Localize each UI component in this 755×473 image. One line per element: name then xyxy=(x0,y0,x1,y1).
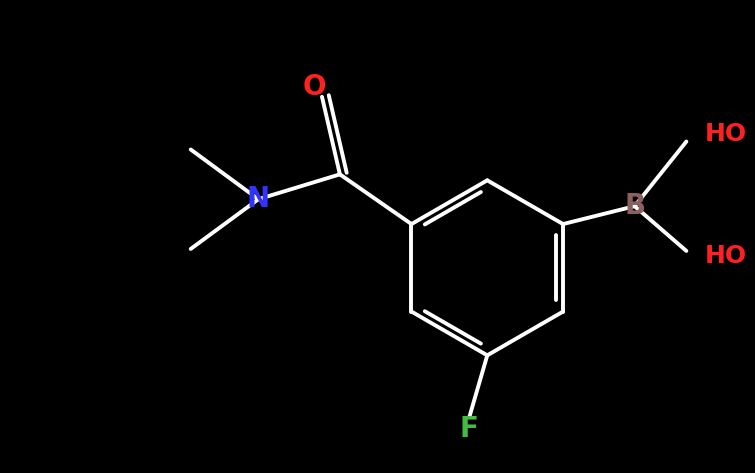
Text: O: O xyxy=(302,73,325,101)
Text: B: B xyxy=(624,192,646,220)
Text: N: N xyxy=(247,185,270,213)
Text: HO: HO xyxy=(704,244,747,268)
Text: F: F xyxy=(460,415,479,443)
Text: HO: HO xyxy=(704,122,747,146)
